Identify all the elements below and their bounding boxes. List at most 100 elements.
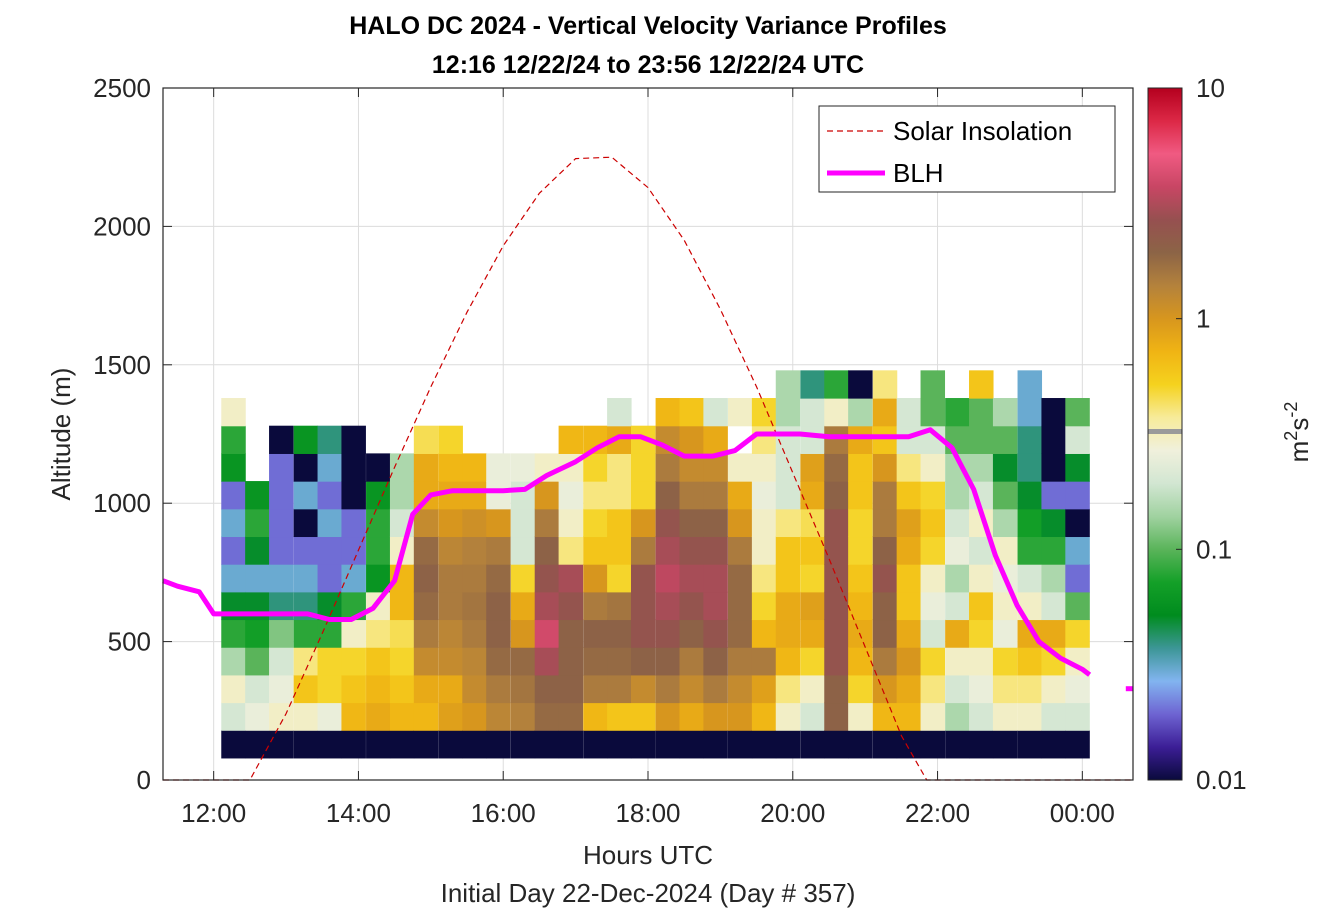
heatmap-cell xyxy=(1065,591,1090,621)
heatmap-cell xyxy=(703,619,728,648)
heatmap-cell xyxy=(848,536,873,565)
heatmap-cell xyxy=(800,425,825,454)
heatmap-cell xyxy=(945,702,970,731)
x-tick-label: 18:00 xyxy=(615,798,680,828)
heatmap-cell xyxy=(800,619,825,648)
heatmap-cell xyxy=(341,619,366,648)
heatmap-cell xyxy=(655,536,681,565)
heatmap-cell xyxy=(1041,536,1066,565)
heatmap-cell xyxy=(293,730,319,759)
heatmap-cell xyxy=(992,398,1018,427)
heatmap-cell xyxy=(727,398,753,427)
heatmap-cell xyxy=(558,481,584,510)
heatmap-cell xyxy=(317,481,343,510)
heatmap-cell xyxy=(872,370,898,399)
heatmap-cell xyxy=(630,564,656,593)
heatmap-cell xyxy=(1017,564,1043,593)
heatmap-cell xyxy=(534,536,560,565)
heatmap-cell xyxy=(920,591,946,621)
heatmap-cell xyxy=(1041,481,1066,510)
heatmap-cell xyxy=(413,619,439,648)
heatmap-cell xyxy=(775,370,801,399)
heatmap-cell xyxy=(751,536,777,565)
heatmap-cell xyxy=(1065,674,1090,704)
heatmap-cell xyxy=(920,398,946,427)
heatmap-cell xyxy=(848,370,873,399)
heatmap-cell xyxy=(534,674,560,704)
heatmap-cell xyxy=(510,508,536,538)
heatmap-cell xyxy=(1017,730,1043,759)
heatmap-cell xyxy=(872,647,898,676)
heatmap-cell xyxy=(486,453,511,482)
heatmap-cell xyxy=(1017,370,1043,399)
heatmap-cell xyxy=(824,702,849,731)
heatmap-cell xyxy=(969,564,994,593)
heatmap-cell xyxy=(583,508,608,538)
heatmap-cell xyxy=(341,647,366,676)
heatmap-cell xyxy=(413,702,439,731)
heatmap-cell xyxy=(848,564,873,593)
heatmap-cell xyxy=(1065,730,1090,759)
y-axis-label: Altitude (m) xyxy=(46,368,76,501)
heatmap-cell xyxy=(221,453,246,482)
heatmap-cell xyxy=(920,730,946,759)
y-tick-label: 2000 xyxy=(93,211,151,241)
heatmap-cell xyxy=(1065,619,1090,648)
heatmap-cell xyxy=(896,674,922,704)
heatmap-cell xyxy=(969,730,994,759)
heatmap-cell xyxy=(727,536,753,565)
heatmap-cell xyxy=(655,453,681,482)
heatmap-cell xyxy=(1065,508,1090,538)
heatmap-cell xyxy=(1041,398,1066,427)
heatmap-cell xyxy=(992,702,1018,731)
heatmap-cell xyxy=(679,564,704,593)
heatmap-cell xyxy=(655,508,681,538)
heatmap-cell xyxy=(751,591,777,621)
heatmap-cell xyxy=(1065,536,1090,565)
heatmap-cell xyxy=(607,536,632,565)
heatmap-cell xyxy=(824,453,849,482)
heatmap-cell xyxy=(896,508,922,538)
variance-heatmap xyxy=(221,370,1090,759)
heatmap-cell xyxy=(317,647,343,676)
heatmap-cell xyxy=(775,564,801,593)
heatmap-cell xyxy=(945,508,970,538)
heatmap-cell xyxy=(583,481,608,510)
heatmap-cell xyxy=(438,619,463,648)
heatmap-cell xyxy=(317,619,343,648)
colorbar-tick-label: 10 xyxy=(1196,73,1225,103)
heatmap-cell xyxy=(679,591,704,621)
heatmap-cell xyxy=(872,425,898,454)
heatmap-cell xyxy=(438,564,463,593)
heatmap-cell xyxy=(1041,508,1066,538)
legend-box xyxy=(818,105,1116,193)
heatmap-cell xyxy=(703,730,728,759)
heatmap-cell xyxy=(703,536,728,565)
heatmap-cell xyxy=(389,730,415,759)
heatmap-cell xyxy=(992,619,1018,648)
heatmap-cell xyxy=(389,591,415,621)
heatmap-cell xyxy=(920,370,946,399)
heatmap-cell xyxy=(630,453,656,482)
heatmap-cell xyxy=(1041,619,1066,648)
heatmap-cell xyxy=(269,647,294,676)
heatmap-cell xyxy=(413,564,439,593)
heatmap-cell xyxy=(655,398,681,427)
heatmap-cell xyxy=(389,453,415,482)
heatmap-cell xyxy=(1017,647,1043,676)
heatmap-cell xyxy=(293,508,319,538)
heatmap-cell xyxy=(583,591,608,621)
x-axis-sublabel: Initial Day 22-Dec-2024 (Day # 357) xyxy=(441,878,856,908)
heatmap-cell xyxy=(510,702,536,731)
heatmap-cell xyxy=(413,730,439,759)
x-tick-label: 22:00 xyxy=(905,798,970,828)
heatmap-cell xyxy=(679,536,704,565)
x-tick-label: 20:00 xyxy=(760,798,825,828)
heatmap-cell xyxy=(607,564,632,593)
heatmap-cell xyxy=(1041,730,1066,759)
heatmap-cell xyxy=(896,647,922,676)
heatmap-cell xyxy=(848,619,873,648)
heatmap-cell xyxy=(558,702,584,731)
heatmap-cell xyxy=(269,425,294,454)
heatmap-cell xyxy=(824,730,849,759)
